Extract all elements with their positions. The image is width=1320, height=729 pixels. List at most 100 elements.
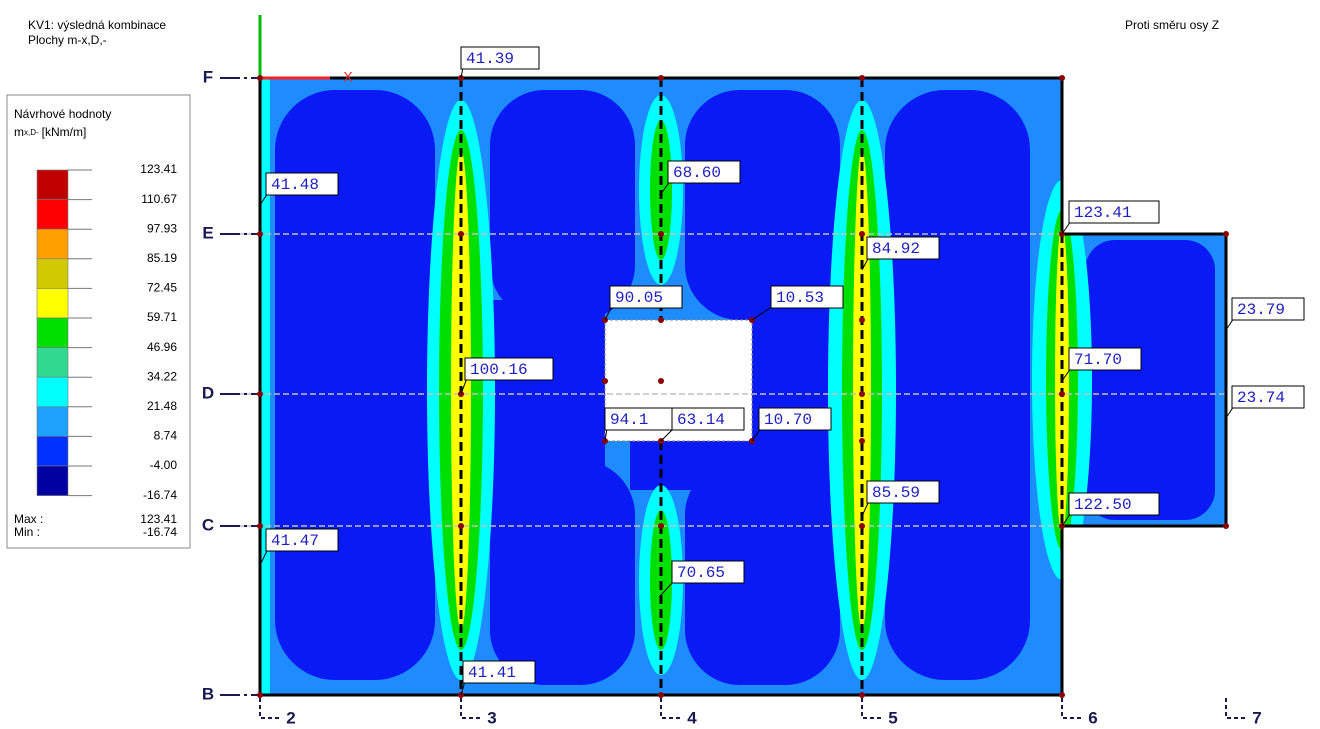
node [1223, 523, 1229, 529]
node [257, 692, 263, 698]
node [257, 523, 263, 529]
callout-value: 100.16 [470, 361, 528, 379]
axes-icon: X [260, 15, 353, 85]
legend-swatch [37, 466, 68, 496]
node [1223, 231, 1229, 237]
column-label: 3 [487, 708, 496, 727]
node [658, 317, 664, 323]
min-label: Min : [14, 525, 40, 539]
callout-value: 23.74 [1237, 389, 1285, 407]
node [458, 231, 464, 237]
legend-title: Návrhové hodnoty [14, 107, 111, 121]
legend-level: -4.00 [150, 458, 178, 472]
legend-level: 8.74 [154, 429, 178, 443]
node [602, 378, 608, 384]
legend-swatch [37, 200, 68, 230]
column-marker [260, 698, 280, 718]
column-label: 6 [1088, 708, 1097, 727]
callout-value: 41.41 [468, 664, 516, 682]
unit: [kNm/m] [42, 125, 87, 139]
node [658, 523, 664, 529]
row-label: E [202, 223, 213, 242]
callout-value: 122.50 [1074, 496, 1132, 514]
legend-level: 21.48 [147, 399, 177, 413]
legend-swatch [37, 318, 68, 348]
column-marker [1062, 698, 1082, 718]
min-value: -16.74 [143, 525, 177, 539]
node [257, 231, 263, 237]
callout-value: 23.79 [1237, 301, 1285, 319]
row-label: D [202, 383, 214, 402]
view-direction: Proti směru osy Z [1125, 18, 1219, 32]
max-value: 123.41 [140, 512, 177, 526]
contour-plot [255, 70, 1235, 700]
legend-swatch [37, 436, 68, 466]
header: KV1: výsledná kombinace Plochy m-x,D,- P… [28, 18, 1219, 47]
legend-level: 85.19 [147, 251, 177, 265]
column-label: 2 [286, 708, 295, 727]
subscript: x,D- [24, 128, 39, 137]
node [257, 75, 263, 81]
callout-value: 94.1 [610, 411, 648, 429]
legend-quantity: mx,D-[kNm/m] [14, 125, 86, 139]
legend-level: 46.96 [147, 340, 177, 354]
node [859, 692, 865, 698]
legend-level: 59.71 [147, 310, 177, 324]
legend-level: 123.41 [140, 162, 177, 176]
callout-value: 68.60 [673, 164, 721, 182]
axis-label: X [343, 69, 353, 85]
legend: Návrhové hodnoty mx,D-[kNm/m] 123.41 110.… [7, 95, 190, 548]
legend-level: 97.93 [147, 221, 177, 235]
max-label: Max : [14, 512, 43, 526]
callout-value: 123.41 [1074, 204, 1132, 222]
callout-value: 41.48 [271, 176, 319, 194]
node [658, 75, 664, 81]
callout-value: 90.05 [615, 289, 663, 307]
row-label: F [203, 67, 213, 86]
node [859, 75, 865, 81]
legend-swatch [37, 170, 68, 200]
node [859, 438, 865, 444]
result-type: Plochy m-x,D,- [28, 33, 107, 47]
legend-swatch [37, 348, 68, 378]
legend-level: 110.67 [141, 192, 177, 206]
callout-value: 63.14 [677, 411, 725, 429]
legend-swatch [37, 288, 68, 318]
node [257, 391, 263, 397]
legend-level: -16.74 [143, 488, 177, 502]
column-marker [862, 698, 882, 718]
legend-swatch [37, 259, 68, 289]
legend-swatch [37, 407, 68, 437]
row-label: B [202, 684, 214, 703]
node [1059, 692, 1065, 698]
legend-level: 72.45 [147, 281, 177, 295]
node [859, 317, 865, 323]
node [458, 523, 464, 529]
symbol: m [14, 125, 24, 139]
callout-value: 41.39 [466, 50, 514, 68]
row-label: C [202, 515, 214, 534]
callout-value: 41.47 [271, 532, 319, 550]
node [1059, 391, 1065, 397]
combination: KV1: výsledná kombinace [28, 18, 166, 32]
callout-value: 10.70 [764, 411, 812, 429]
node [658, 231, 664, 237]
callout-value: 85.59 [872, 484, 920, 502]
legend-swatch [37, 377, 68, 407]
callout-value: 70.65 [677, 564, 725, 582]
node [859, 523, 865, 529]
column-label: 5 [888, 708, 897, 727]
callout-value: 84.92 [872, 240, 920, 258]
node [1059, 75, 1065, 81]
legend-level: 34.22 [147, 369, 177, 383]
column-marker [1226, 698, 1246, 718]
column-label: 4 [687, 708, 697, 727]
column-marker [661, 698, 681, 718]
screen: KV1: výsledná kombinace Plochy m-x,D,- P… [0, 0, 1320, 729]
node [859, 231, 865, 237]
node [658, 692, 664, 698]
node [859, 391, 865, 397]
callout-value: 10.53 [776, 289, 824, 307]
column-label: 7 [1252, 708, 1261, 727]
node [658, 378, 664, 384]
